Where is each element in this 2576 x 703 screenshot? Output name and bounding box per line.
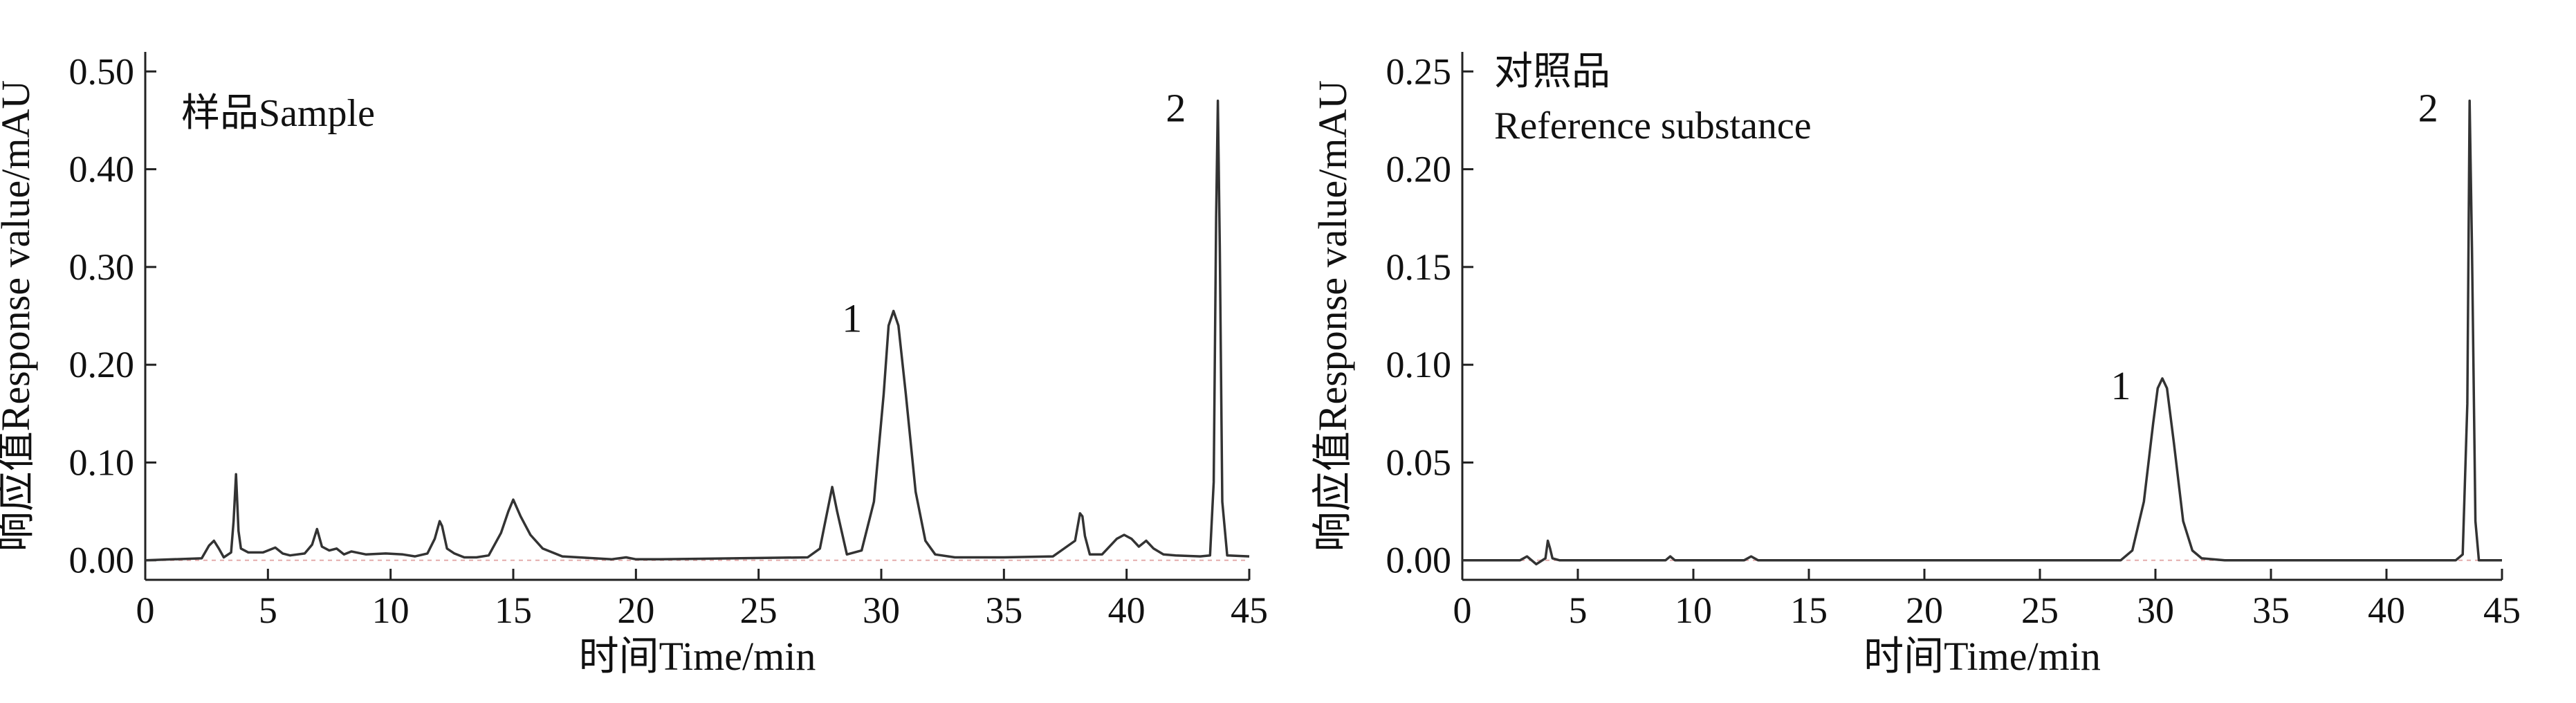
x-tick-label: 35: [2252, 590, 2290, 631]
y-tick-label: 0.10: [1386, 344, 1452, 385]
x-tick-label: 10: [372, 590, 410, 631]
series-line: [1462, 99, 2502, 566]
x-tick-label: 10: [1675, 590, 1712, 631]
y-tick-label: 0.20: [69, 344, 135, 385]
x-tick-label: 45: [1231, 590, 1268, 631]
x-tick-label: 20: [1906, 590, 1943, 631]
x-tick-label: 0: [136, 590, 155, 631]
y-tick-label: 0.00: [1386, 540, 1452, 581]
x-tick-label: 5: [259, 590, 277, 631]
series-line: [145, 99, 1250, 562]
y-tick-label: 0.15: [1386, 246, 1452, 288]
x-tick-label: 15: [1790, 590, 1828, 631]
x-tick-label: 45: [2483, 590, 2521, 631]
peak-label: 1: [2111, 363, 2131, 408]
reference-chart: 0 5 10 15 20 25 30 35 40 45 0.00 0.05 0.10 0.15 0.20 0.…: [1310, 51, 2521, 679]
y-tick-label: 0.30: [69, 246, 135, 288]
chart-annotation: Reference substance: [1494, 104, 1812, 147]
x-tick-label: 40: [1108, 590, 1146, 631]
x-tick-label: 30: [2137, 590, 2174, 631]
chart-annotation: 样品Sample: [181, 92, 375, 135]
y-tick-label: 0.00: [69, 540, 135, 581]
x-tick-label: 30: [863, 590, 900, 631]
x-tick-label: 5: [1569, 590, 1588, 631]
x-tick-label: 20: [617, 590, 654, 631]
y-axis-label: 响应值Response value/mAU: [1310, 80, 1355, 551]
peak-label: 2: [1166, 86, 1186, 131]
x-tick-label: 35: [985, 590, 1022, 631]
y-tick-label: 0.40: [69, 149, 135, 190]
y-axis-label: 响应值Response value/mAU: [0, 80, 38, 551]
peak-label: 1: [842, 295, 862, 340]
x-axis-label: 时间Time/min: [579, 634, 816, 679]
chart-annotation: 对照品: [1494, 51, 1610, 93]
x-axis-label: 时间Time/min: [1864, 634, 2101, 679]
peak-label: 2: [2418, 86, 2438, 131]
sample-chart: 0 5 10 15 20 25 30 35 40 45 0.00 0.10 0.20 0.30 0.40 0.…: [0, 51, 1268, 679]
x-tick-label: 25: [2021, 590, 2059, 631]
x-tick-label: 0: [1453, 590, 1472, 631]
y-tick-label: 0.05: [1386, 441, 1452, 483]
y-tick-label: 0.50: [69, 51, 135, 92]
y-tick-label: 0.10: [69, 441, 135, 483]
y-tick-label: 0.20: [1386, 149, 1452, 190]
x-tick-label: 15: [495, 590, 532, 631]
y-tick-label: 0.25: [1386, 51, 1452, 92]
x-tick-label: 25: [740, 590, 778, 631]
x-tick-label: 40: [2368, 590, 2405, 631]
